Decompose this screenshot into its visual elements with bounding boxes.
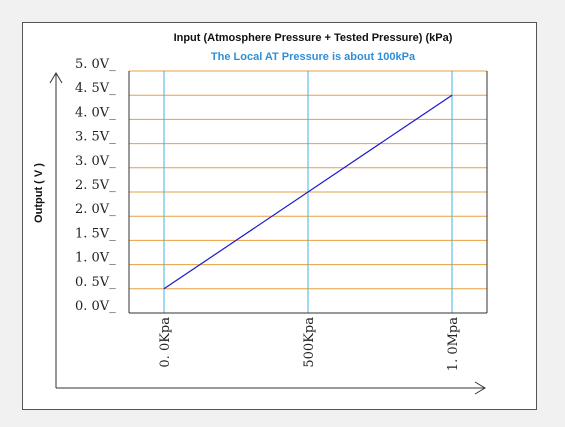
x-axis-arrowhead: [474, 381, 486, 395]
chart-frame: Input (Atmosphere Pressure + Tested Pres…: [22, 22, 537, 410]
x-tick-labels: 0. 0Kpa 500Kpa 1. 0Mpa: [158, 317, 461, 371]
y-tick-label: 5. 0V_: [75, 57, 116, 72]
y-axis-arrowhead: [49, 72, 63, 84]
y-tick-label: 3. 5V_: [75, 130, 116, 145]
y-tick-label: 3. 0V_: [75, 154, 116, 169]
y-tick-label: 1. 0V_: [75, 251, 116, 266]
x-tick-label: 0. 0Kpa: [158, 317, 173, 368]
y-tick-label: 1. 5V_: [75, 226, 116, 241]
y-tick-label: 4. 0V_: [75, 105, 116, 120]
series-layer: [163, 94, 453, 290]
x-tick-label: 1. 0Mpa: [446, 317, 461, 371]
axes-layer: [49, 71, 488, 395]
chart-subtitle: The Local AT Pressure is about 100kPa: [211, 51, 416, 63]
y-tick-label: 0. 0V_: [75, 299, 116, 314]
y-tick-labels: 5. 0V_ 4. 5V_ 4. 0V_ 3. 5V_ 3. 0V_ 2. 5V_ 2. 0…: [75, 57, 116, 314]
y-tick-label: 0. 5V_: [75, 275, 116, 290]
chart-canvas: Input (Atmosphere Pressure + Tested Pres…: [33, 32, 488, 395]
series-line: [163, 94, 453, 290]
x-tick-label: 500Kpa: [302, 317, 317, 368]
y-tick-label: 4. 5V_: [75, 81, 116, 96]
chart-title: Input (Atmosphere Pressure + Tested Pres…: [174, 32, 453, 44]
y-tick-label: 2. 5V_: [75, 178, 116, 193]
y-tick-label: 2. 0V_: [75, 202, 116, 217]
y-axis-label: Output ( V ): [33, 163, 45, 223]
